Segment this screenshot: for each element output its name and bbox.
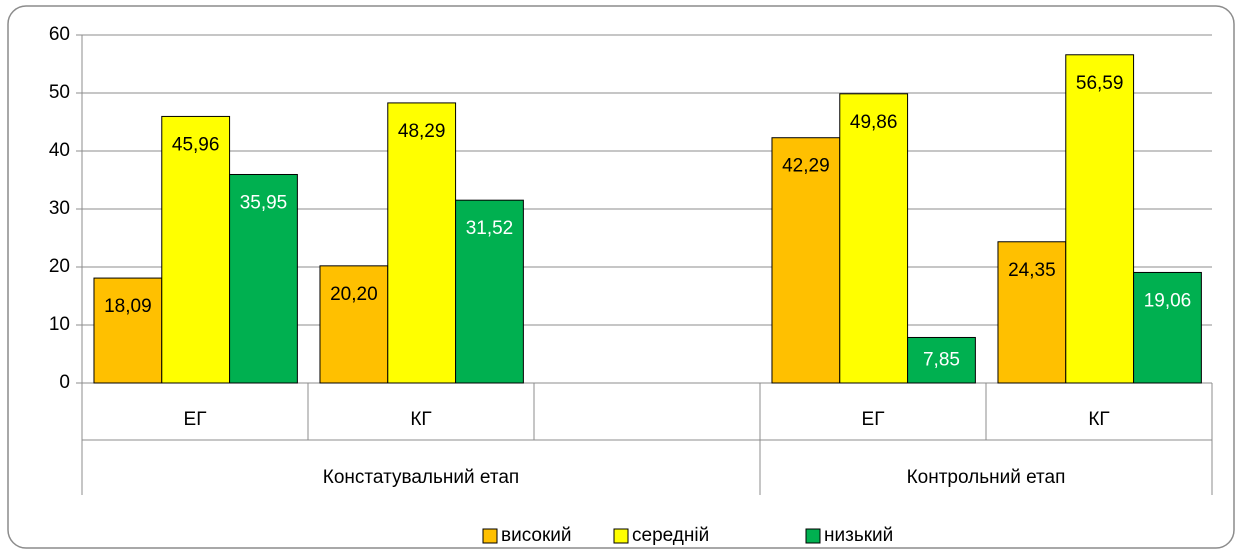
bar <box>997 241 1067 384</box>
chart-border <box>7 5 1235 549</box>
data-label: 35,95 <box>240 193 288 214</box>
bar <box>93 277 163 384</box>
bar <box>229 173 298 384</box>
data-label: 48,29 <box>398 121 446 142</box>
bar <box>319 265 389 384</box>
y-tick-label: 60 <box>49 24 70 45</box>
x-tick-label: КГ <box>1088 409 1109 430</box>
x-tick-label: КГ <box>410 409 431 430</box>
legend-label: високий <box>501 525 572 546</box>
y-tick-label: 20 <box>49 256 70 277</box>
data-label: 24,35 <box>1008 260 1056 281</box>
legend-swatch <box>482 528 498 544</box>
bar <box>1133 271 1202 384</box>
y-tick-label: 30 <box>49 198 70 219</box>
data-label: 19,06 <box>1144 290 1192 311</box>
data-label: 18,09 <box>104 296 152 317</box>
group-label: Констатувальний етап <box>323 467 519 488</box>
bar <box>907 336 976 384</box>
data-label: 56,59 <box>1076 73 1124 94</box>
x-tick-label: ЕГ <box>184 409 207 430</box>
legend-swatch <box>613 528 629 544</box>
data-label: 45,96 <box>172 134 220 155</box>
x-tick-label: ЕГ <box>862 409 885 430</box>
y-tick-label: 10 <box>49 314 70 335</box>
bar <box>839 93 909 384</box>
y-tick-label: 0 <box>59 372 70 393</box>
bar <box>387 102 457 384</box>
data-label: 42,29 <box>782 156 830 177</box>
y-tick-label: 40 <box>49 140 70 161</box>
legend-label: низький <box>824 525 893 546</box>
y-tick-label: 50 <box>49 82 70 103</box>
group-label: Контрольний етап <box>907 467 1066 488</box>
data-label: 31,52 <box>466 218 514 239</box>
data-label: 20,20 <box>330 284 378 305</box>
legend-label: середній <box>632 525 709 546</box>
data-label: 49,86 <box>850 112 898 133</box>
bar <box>161 115 231 384</box>
bar <box>455 199 524 384</box>
data-label: 7,85 <box>923 349 960 370</box>
bar <box>771 137 841 384</box>
bar <box>1065 54 1135 384</box>
legend-swatch <box>805 528 821 544</box>
